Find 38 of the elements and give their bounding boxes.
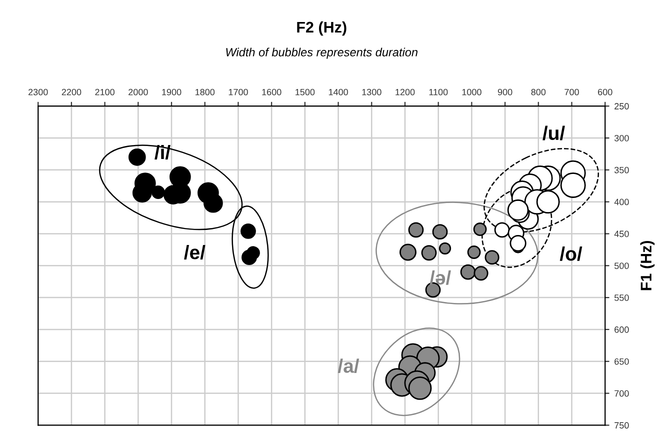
series-label: /a/ — [338, 358, 360, 374]
x-tick-label: 1600 — [262, 88, 282, 96]
y-tick-label: 250 — [614, 103, 629, 110]
x-tick-label: 1300 — [362, 88, 382, 96]
x-tick-label: 1900 — [162, 88, 182, 96]
x-tick-label: 1800 — [196, 88, 215, 96]
x-tick-label: 2200 — [62, 88, 82, 96]
series-label: /o/ — [560, 246, 582, 261]
chart-subtitle: Width of bubbles represents duration — [226, 48, 418, 59]
x-tick-label: 2300 — [28, 88, 48, 96]
y-tick-label: 350 — [614, 166, 629, 174]
series-label: /u/ — [542, 126, 565, 140]
x-tick-label: 1100 — [429, 88, 448, 96]
series-label: /ə/ — [430, 270, 451, 285]
y-tick-label: 300 — [614, 134, 629, 142]
chart-title: F2 (Hz) — [297, 21, 346, 36]
y-tick-label: 450 — [614, 230, 629, 238]
y-tick-label: 500 — [614, 262, 629, 270]
y-tick-label: 400 — [614, 198, 629, 206]
x-tick-label: 2100 — [95, 88, 114, 96]
x-tick-label: 600 — [598, 88, 612, 96]
x-tick-label: 1500 — [296, 88, 315, 96]
x-tick-label: 1200 — [396, 88, 415, 96]
y-tick-label: 550 — [614, 294, 629, 301]
y-tick-label: 750 — [614, 422, 629, 429]
series-label: /e/ — [184, 245, 206, 260]
x-tick-label: 1700 — [228, 88, 248, 96]
x-tick-label: 700 — [564, 88, 579, 96]
x-tick-label: 2000 — [128, 88, 148, 96]
x-tick-label: 1000 — [462, 88, 482, 96]
x-tick-label: 900 — [498, 88, 512, 96]
y-axis-title: F1 (Hz) — [640, 240, 655, 290]
x-tick-label: 800 — [531, 88, 546, 96]
y-tick-label: 600 — [614, 326, 629, 333]
x-tick-label: 1400 — [328, 88, 348, 96]
series-label: /i/ — [154, 144, 170, 160]
y-tick-label: 700 — [614, 390, 629, 397]
y-tick-label: 650 — [614, 358, 629, 365]
